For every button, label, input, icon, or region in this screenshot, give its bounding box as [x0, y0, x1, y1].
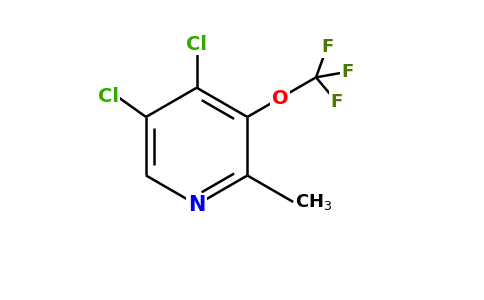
Text: Cl: Cl: [98, 87, 119, 106]
Text: O: O: [272, 88, 288, 108]
Text: F: F: [331, 93, 343, 111]
Text: Cl: Cl: [186, 35, 207, 54]
Text: F: F: [321, 38, 333, 56]
Text: F: F: [342, 63, 354, 81]
Text: N: N: [188, 195, 205, 215]
Text: CH$_3$: CH$_3$: [295, 192, 333, 212]
